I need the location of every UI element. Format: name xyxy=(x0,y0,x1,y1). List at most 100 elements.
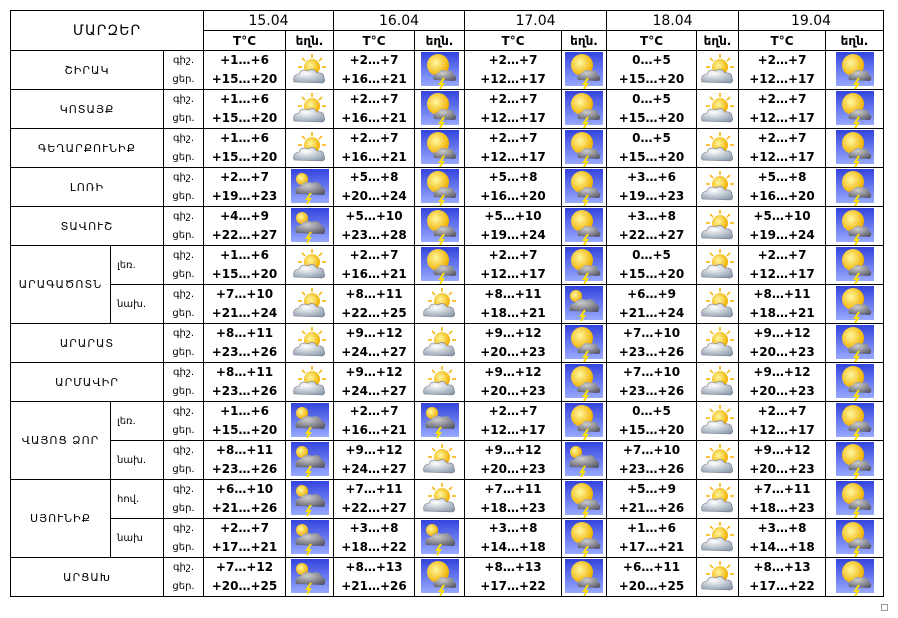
day-temp: +15…+20 xyxy=(211,111,278,125)
night-temp: +3…+6 xyxy=(627,170,676,184)
weather-symbol xyxy=(564,51,605,89)
weather-icon xyxy=(700,130,735,162)
region-name: ԿՈՏԱՅՔ xyxy=(10,89,164,129)
night-temp: +6…+11 xyxy=(622,560,681,574)
weather-header: եղն. xyxy=(285,30,335,51)
region-row: նախ գիշ. ցեր. +2…+7 +17…+21 +3…+8 +18…+22 +3…+8… xyxy=(11,518,885,558)
weather-symbol xyxy=(422,364,457,396)
time-labels: գիշ. ցեր. xyxy=(162,557,205,597)
weather-symbol xyxy=(289,402,330,439)
weather-icon xyxy=(292,52,327,84)
weather-symbol xyxy=(292,325,327,357)
weather-symbol xyxy=(700,325,735,357)
weather-icon xyxy=(700,325,735,357)
day-temp: +18…+21 xyxy=(749,306,815,320)
night-temp: 0…+5 xyxy=(632,248,671,262)
weather-cell xyxy=(825,245,885,285)
day-temp: +16…+21 xyxy=(341,267,407,281)
temperature: +2…+7 +16…+21 xyxy=(333,401,416,441)
night-label: գիշ. xyxy=(172,55,195,66)
weather-icon xyxy=(700,286,735,318)
temperature: +9…+12 +20…+23 xyxy=(464,323,563,363)
weather-symbol xyxy=(422,442,457,474)
night-temp: +7…+10 xyxy=(215,287,274,301)
night-label: գիշ. xyxy=(172,445,195,456)
day-temp: +23…+28 xyxy=(341,228,407,242)
weather-icon xyxy=(700,91,735,123)
weather-icon xyxy=(564,558,605,596)
day-temp: +16…+20 xyxy=(480,189,546,203)
day-temp: +21…+24 xyxy=(211,306,278,320)
night-temp: +9…+12 xyxy=(345,443,403,457)
night-temp: +3…+8 xyxy=(349,521,399,535)
weather-icon xyxy=(700,52,735,84)
weather-icon xyxy=(564,285,605,322)
day-label: ցեր. xyxy=(172,464,195,475)
temperature: +5…+10 +19…+24 xyxy=(738,206,827,246)
weather-symbol xyxy=(834,402,875,440)
weather-icon xyxy=(289,207,330,244)
region-row: ՎԱՅՈՑ ՁՈՐ լեռ. գիշ. ցեր. +1…+6 +15…+20 +2…+7 +1… xyxy=(10,401,885,480)
day-label: ցեր. xyxy=(172,308,195,319)
night-temp: +7…+11 xyxy=(345,482,403,496)
weather-icon xyxy=(289,519,330,556)
temperature: +5…+8 +20…+24 xyxy=(333,167,416,207)
weather-icon xyxy=(419,207,460,245)
weather-icon xyxy=(834,558,875,596)
sub-region: հով. xyxy=(110,479,164,519)
weather-symbol xyxy=(700,208,735,240)
night-temp: +2…+7 xyxy=(488,404,538,418)
header-title: ՄԱՐԶԵՐ xyxy=(9,10,205,51)
temperature: +1…+6 +17…+21 xyxy=(606,518,698,558)
night-temp: +8…+13 xyxy=(345,560,403,574)
temperature: +9…+12 +20…+23 xyxy=(738,362,827,402)
night-temp: +2…+7 xyxy=(349,53,399,67)
day-temp: +21…+26 xyxy=(618,501,685,515)
day-temp: +24…+27 xyxy=(341,384,407,398)
weather-icon xyxy=(419,402,460,439)
weather-symbol xyxy=(834,207,875,245)
weather-cell xyxy=(825,167,885,207)
day-temp: +20…+23 xyxy=(480,462,546,476)
time-labels: գիշ. ցեր. xyxy=(162,479,205,519)
day-label: ցեր. xyxy=(172,152,195,163)
temperature: +5…+10 +23…+28 xyxy=(333,206,416,246)
day-temp: +12…+17 xyxy=(749,72,815,86)
night-temp: +1…+6 xyxy=(220,92,269,106)
day-temp: +16…+21 xyxy=(341,150,407,164)
weather-cell xyxy=(561,518,608,558)
day-label: ցեր. xyxy=(172,230,195,241)
temperature: 0…+5 +15…+20 xyxy=(606,401,698,441)
weather-cell xyxy=(825,323,885,363)
day-temp: +22…+27 xyxy=(211,228,278,242)
weather-cell xyxy=(696,50,740,90)
temperature: +3…+8 +22…+27 xyxy=(606,206,698,246)
night-temp: +5…+8 xyxy=(349,170,399,184)
weather-symbol xyxy=(564,363,605,401)
weather-symbol xyxy=(834,246,875,284)
weather-symbol xyxy=(700,403,735,435)
region-row: ՏԱՎՈՒՇ գիշ. ցեր. +4…+9 +22…+27 +5…+10 +23…+28 +… xyxy=(10,206,885,246)
temp-header: T°C xyxy=(464,30,563,51)
weather-icon xyxy=(292,91,327,123)
weather-icon xyxy=(834,207,875,245)
weather-cell xyxy=(414,401,466,441)
weather-icon xyxy=(834,168,875,206)
day-temp: +23…+26 xyxy=(618,462,685,476)
day-temp: +19…+24 xyxy=(749,228,815,242)
temperature: +7…+10 +23…+26 xyxy=(606,440,698,480)
sub-region: լեռ. xyxy=(110,401,164,441)
weather-symbol xyxy=(419,246,460,284)
day-temp: +20…+23 xyxy=(749,462,815,476)
weather-icon xyxy=(834,246,875,284)
day-temp: +23…+26 xyxy=(618,384,685,398)
night-temp: +5…+10 xyxy=(753,209,811,223)
day-temp: +20…+24 xyxy=(341,189,407,203)
night-temp: +7…+10 xyxy=(622,326,681,340)
night-temp: +7…+12 xyxy=(215,560,274,574)
temperature: +7…+11 +18…+23 xyxy=(464,479,563,519)
weather-header: եղն. xyxy=(414,30,466,51)
weather-cell xyxy=(414,89,466,129)
night-temp: +2…+7 xyxy=(349,92,399,106)
weather-symbol xyxy=(834,324,875,362)
